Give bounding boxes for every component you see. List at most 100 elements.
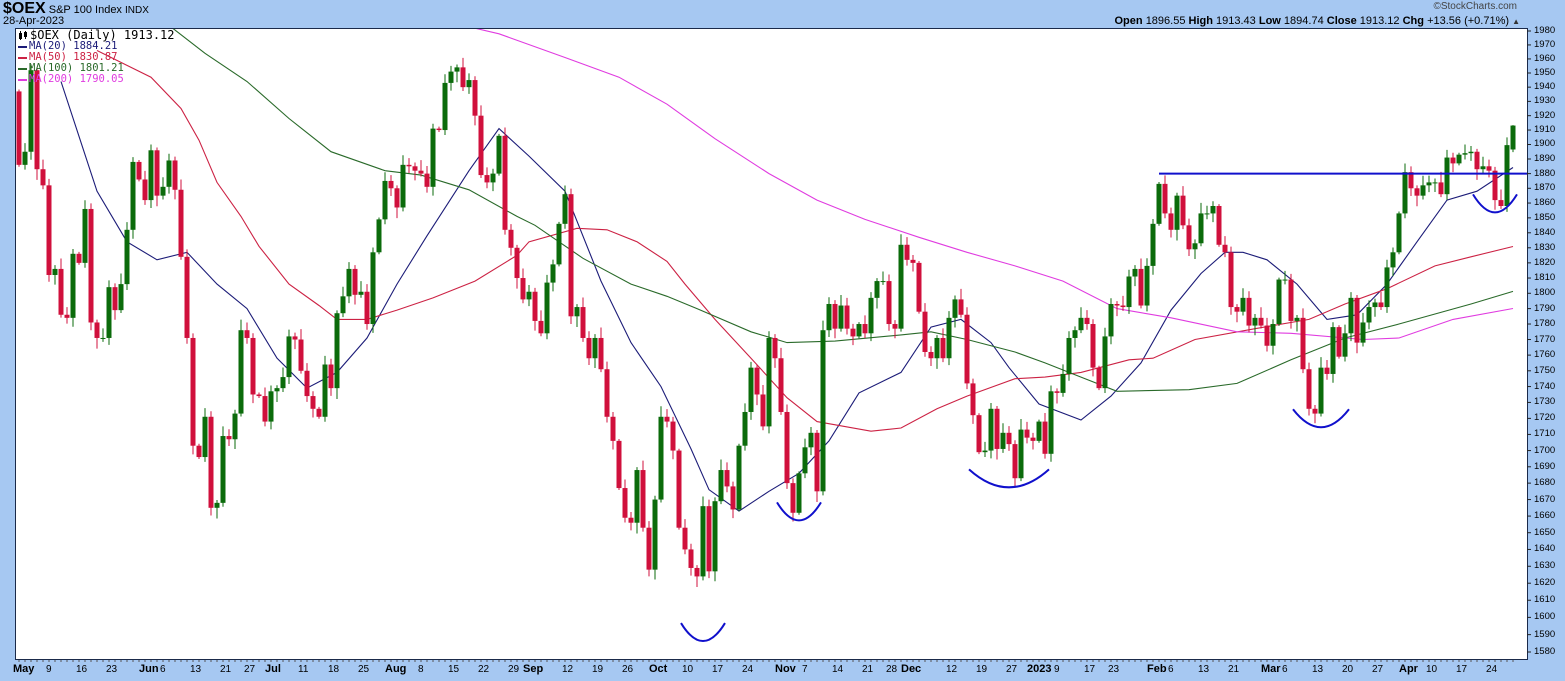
candle-body — [250, 337, 256, 395]
y-tick-label: 1940 — [1534, 81, 1556, 93]
candle — [1498, 189, 1504, 209]
legend-ma-label: MA(100) 1801.21 — [29, 62, 124, 74]
x-tick-label: 6 — [160, 664, 166, 675]
candle-body — [232, 413, 238, 440]
candle-body — [268, 391, 274, 422]
candle-body — [1384, 267, 1390, 308]
candle-body — [502, 135, 508, 230]
candle-body — [784, 411, 790, 484]
candle — [532, 287, 538, 331]
candle-body — [184, 256, 190, 338]
candle-body — [1120, 305, 1126, 308]
x-tick-label: 9 — [1054, 664, 1060, 675]
candle-body — [1378, 302, 1384, 308]
candle — [1456, 152, 1462, 166]
index-name: S&P 100 Index — [48, 4, 122, 16]
candle — [520, 268, 526, 304]
triangle-up-icon: ▲ — [1512, 17, 1520, 26]
y-tick-label: 1580 — [1534, 646, 1556, 657]
legend-price: $OEX (Daily) 1913.12 — [18, 29, 175, 41]
candle-body — [676, 450, 682, 528]
candle-body — [148, 150, 154, 201]
candle-body — [472, 80, 478, 116]
candle — [1054, 388, 1060, 404]
candle-body — [574, 307, 580, 317]
candle-body — [1012, 444, 1018, 479]
candle — [838, 294, 844, 332]
candle — [334, 310, 340, 400]
candle-body — [934, 337, 940, 359]
candle-body — [1204, 213, 1210, 215]
candle-body — [274, 388, 280, 392]
candle — [370, 247, 376, 333]
x-tick-label: 16 — [76, 664, 88, 675]
candle — [862, 315, 868, 339]
y-tick-label: 1670 — [1534, 493, 1556, 505]
candle — [874, 278, 880, 309]
candle — [982, 441, 988, 458]
candle — [268, 385, 274, 430]
candle-body — [412, 166, 418, 171]
x-tick-label: 29 — [508, 664, 520, 675]
candle — [328, 358, 334, 396]
candle-body — [898, 244, 904, 329]
candle — [802, 438, 808, 479]
candle-body — [1138, 268, 1144, 306]
candle-body — [112, 287, 118, 311]
chart-title: $OEX S&P 100 Index INDX — [3, 0, 149, 18]
candle — [544, 274, 550, 340]
x-tick-label: 11 — [298, 664, 309, 675]
candle-body — [742, 411, 748, 446]
candle — [1180, 186, 1186, 230]
y-tick-label: 1750 — [1534, 364, 1556, 376]
candle-body — [1030, 437, 1036, 441]
candle — [526, 285, 532, 307]
candle-body — [820, 330, 826, 492]
candle-body — [1420, 185, 1426, 196]
legend-ma-label: MA(50) 1830.87 — [29, 51, 118, 63]
open-label: Open — [1114, 15, 1143, 27]
candle — [670, 416, 676, 460]
candle — [94, 319, 100, 349]
candle — [1102, 327, 1108, 394]
candle — [712, 497, 718, 582]
candle-body — [1168, 213, 1174, 230]
y-tick-label: 1720 — [1534, 412, 1556, 424]
candle-body — [100, 337, 106, 339]
chg-value: +13.56 (+0.71%) — [1427, 15, 1510, 27]
candle-body — [1018, 429, 1024, 479]
candle — [430, 123, 436, 196]
candle-body — [1426, 182, 1432, 186]
candle-body — [1240, 297, 1246, 312]
y-tick-label: 1710 — [1534, 428, 1556, 440]
candle-body — [862, 324, 868, 334]
candle — [454, 64, 460, 83]
candle-body — [1162, 183, 1168, 214]
candle — [340, 286, 346, 318]
candle — [442, 74, 448, 135]
legend-ma-label: MA(200) 1790.05 — [29, 73, 124, 85]
candle — [958, 288, 964, 318]
candle-body — [526, 291, 532, 300]
candle — [856, 322, 862, 339]
candle — [1042, 413, 1048, 459]
candle — [1252, 313, 1258, 336]
candle — [142, 170, 148, 205]
legend-swatch — [18, 56, 27, 59]
candle-body — [970, 383, 976, 416]
x-tick-label: Nov — [775, 663, 796, 675]
candle-body — [1006, 432, 1012, 445]
candle — [364, 284, 370, 330]
candle-body — [220, 436, 226, 503]
y-tick-label: 1820 — [1534, 256, 1556, 268]
candle — [190, 333, 196, 455]
x-tick-label: 13 — [1198, 664, 1210, 675]
annotation-arc — [1472, 193, 1518, 214]
candle — [88, 203, 94, 331]
candle — [628, 511, 634, 531]
candle — [226, 429, 232, 447]
y-tick-label: 1850 — [1534, 211, 1556, 223]
candle — [994, 405, 1000, 460]
candle-body — [448, 71, 454, 83]
candle-body — [994, 408, 1000, 449]
